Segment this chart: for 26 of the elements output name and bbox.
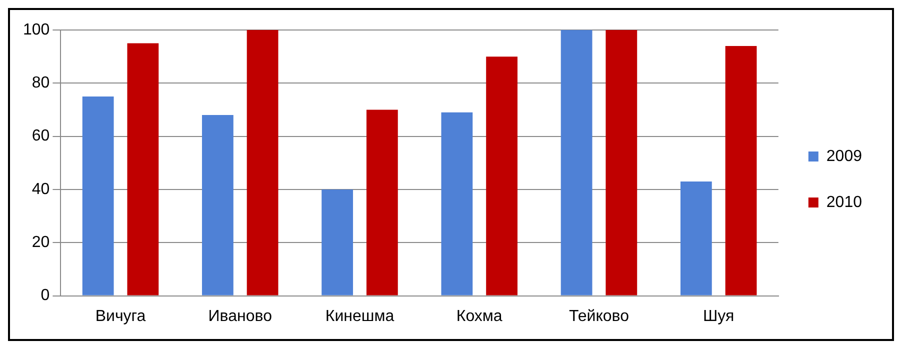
legend-label: 2009 — [826, 148, 862, 165]
y-tick-label: 40 — [32, 180, 50, 198]
bar — [606, 30, 638, 296]
y-tick-label: 0 — [40, 287, 50, 304]
y-tick-label: 60 — [32, 128, 50, 145]
y-tick-label: 80 — [32, 74, 50, 92]
x-tick-label: Кохма — [456, 308, 502, 325]
bar — [322, 189, 354, 296]
bar — [202, 115, 234, 296]
bar — [486, 56, 518, 296]
bar — [127, 43, 159, 296]
x-tick-label: Кинешма — [325, 308, 394, 325]
bar — [246, 30, 278, 296]
legend-label: 2010 — [826, 194, 862, 211]
bar — [441, 112, 473, 296]
x-tick-label: Шуя — [703, 308, 734, 325]
x-tick-label: Вичуга — [95, 308, 146, 325]
bar — [366, 110, 398, 296]
x-tick-label: Тейково — [568, 308, 630, 325]
y-tick-label: 20 — [32, 234, 50, 252]
bar — [560, 30, 592, 296]
bar — [82, 96, 114, 296]
bar — [680, 182, 712, 296]
x-tick-label: Иваново — [208, 308, 272, 325]
bar — [725, 46, 757, 296]
y-tick-label: 100 — [22, 21, 50, 38]
